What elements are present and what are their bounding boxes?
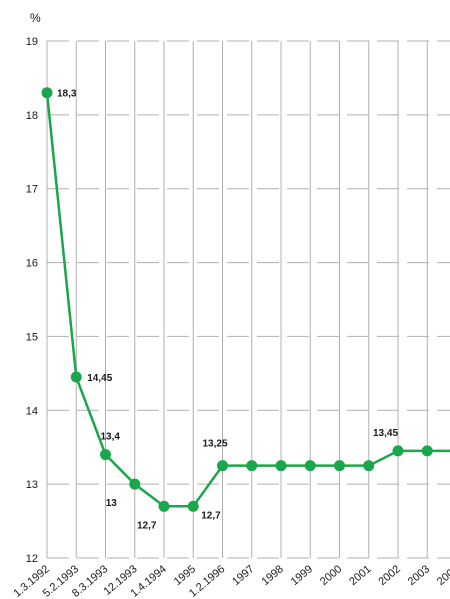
data-point xyxy=(158,500,170,512)
data-labels: 18,3 14,45 13,4 13 12,7 12,7 13,25 13,45 xyxy=(57,89,398,532)
x-tick-label: 2004 xyxy=(435,563,450,588)
data-point xyxy=(41,87,53,99)
data-label: 18,3 xyxy=(57,89,77,100)
data-point xyxy=(187,500,199,512)
data-label: 13 xyxy=(106,498,118,509)
x-tick-label: 2001 xyxy=(347,563,373,588)
data-point xyxy=(421,445,433,457)
data-point xyxy=(392,445,404,457)
y-tick-label: 14 xyxy=(26,405,38,417)
y-tick-label: 19 xyxy=(26,36,38,48)
data-point xyxy=(334,460,345,472)
grid xyxy=(46,40,450,559)
x-tick-label: 2003 xyxy=(406,563,432,588)
x-tick-label: 1999 xyxy=(289,563,315,588)
data-point xyxy=(246,460,258,472)
data-label: 13,45 xyxy=(373,428,398,439)
series-line xyxy=(45,92,450,508)
data-point xyxy=(275,460,287,472)
series xyxy=(41,87,450,512)
data-point xyxy=(217,460,228,472)
y-axis-unit-label: % xyxy=(30,11,41,25)
data-point xyxy=(70,371,82,383)
data-label: 14,45 xyxy=(87,373,112,384)
x-tick-label: 2002 xyxy=(376,563,402,588)
y-tick-label: 12 xyxy=(26,553,38,565)
y-tick-label: 13 xyxy=(26,479,38,491)
data-label: 13,4 xyxy=(101,432,121,443)
x-tick-label: 2000 xyxy=(318,563,344,588)
x-tick-label: 1997 xyxy=(230,563,256,588)
y-tick-label: 17 xyxy=(26,184,38,196)
y-tick-label: 16 xyxy=(26,258,38,270)
data-point xyxy=(100,449,111,461)
data-point xyxy=(129,478,141,490)
data-label: 12,7 xyxy=(137,520,157,531)
data-label: 12,7 xyxy=(201,510,221,521)
y-tick-label: 15 xyxy=(26,331,38,343)
x-tick-label: 1998 xyxy=(259,563,285,588)
y-axis: % 12 13 14 15 16 17 18 19 xyxy=(26,11,41,565)
data-label: 13,25 xyxy=(203,439,228,450)
data-point xyxy=(363,460,375,472)
data-point xyxy=(304,460,316,472)
y-tick-label: 18 xyxy=(26,110,38,122)
